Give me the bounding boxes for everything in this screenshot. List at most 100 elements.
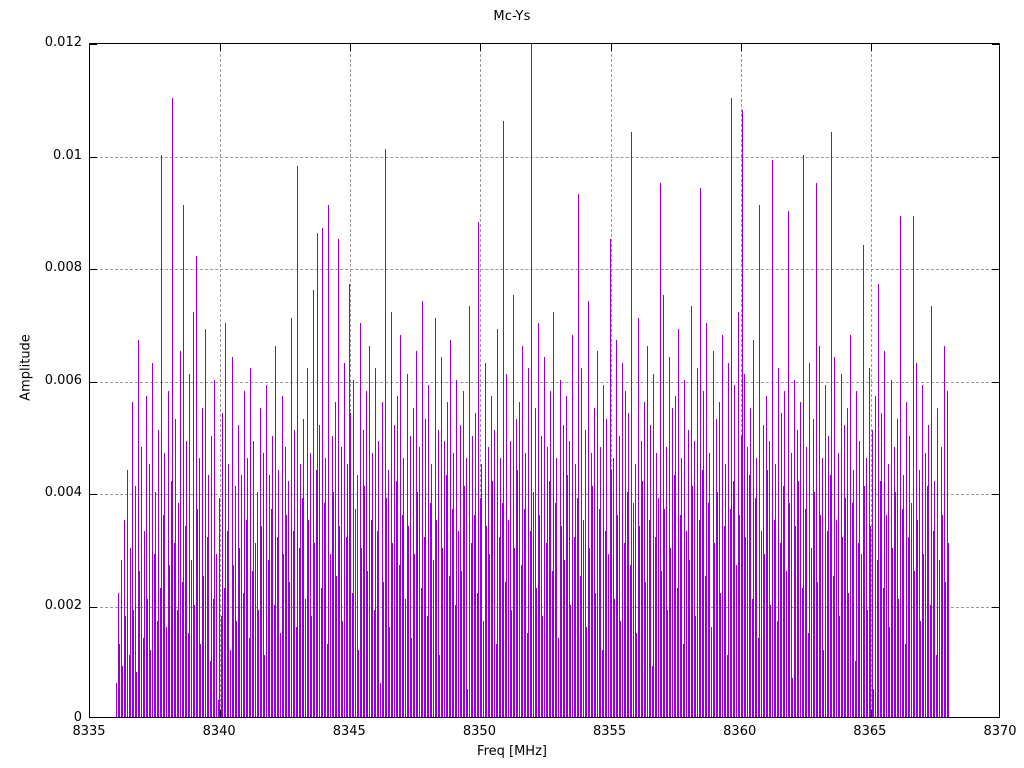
spectrum-impulse (752, 598, 753, 717)
spectrum-impulse (816, 182, 817, 717)
spectrum-impulse (581, 368, 582, 717)
spectrum-impulse (825, 385, 826, 717)
spectrum-impulse (241, 475, 242, 717)
spectrum-impulse (822, 458, 823, 717)
spectrum-impulse (591, 452, 592, 717)
y-axis-tick (992, 381, 999, 383)
spectrum-impulse (645, 582, 646, 717)
spectrum-impulse (939, 559, 940, 717)
spectrum-impulse (421, 587, 422, 717)
spectrum-impulse (291, 317, 292, 717)
y-axis-tick (90, 494, 97, 495)
spectrum-impulse (775, 463, 776, 717)
spectrum-impulse (636, 632, 637, 717)
spectrum-impulse (510, 441, 511, 717)
spectrum-impulse (450, 340, 451, 717)
spectrum-impulse (700, 188, 701, 717)
x-tick-label: 8365 (853, 724, 887, 739)
spectrum-impulse (738, 312, 739, 717)
spectrum-impulse (861, 553, 862, 717)
spectrum-impulse (923, 553, 924, 717)
spectrum-impulse (750, 407, 751, 717)
spectrum-impulse (566, 396, 567, 717)
spectrum-impulse (734, 385, 735, 717)
spectrum-impulse (413, 407, 414, 717)
spectrum-impulse (828, 435, 829, 717)
spectrum-impulse (488, 447, 489, 717)
spectrum-impulse (327, 643, 328, 717)
spectrum-impulse (833, 576, 834, 717)
y-tick-label: 0.006 (44, 372, 82, 388)
spectrum-impulse (564, 559, 565, 717)
spectrum-impulse (211, 435, 212, 717)
spectrum-impulse (363, 430, 364, 717)
spectrum-impulse (670, 548, 671, 717)
spectrum-impulse (911, 503, 912, 717)
spectrum-impulse (695, 615, 696, 717)
spectrum-impulse (219, 497, 220, 717)
y-axis-tick (90, 44, 97, 45)
spectrum-impulse (656, 452, 657, 717)
spectrum-impulse (324, 503, 325, 717)
spectrum-impulse (172, 98, 173, 717)
spectrum-impulse (266, 385, 267, 717)
spectrum-impulse (658, 497, 659, 717)
spectrum-impulse (820, 514, 821, 717)
spectrum-impulse (909, 435, 910, 717)
spectrum-impulse (138, 340, 139, 717)
spectrum-impulse (313, 289, 314, 717)
spectrum-impulse (724, 525, 725, 717)
spectrum-impulse (216, 553, 217, 717)
spectrum-impulse (639, 525, 640, 717)
x-axis-tick (870, 44, 872, 51)
spectrum-impulse (908, 537, 909, 717)
spectrum-impulse (672, 407, 673, 717)
spectrum-impulse (260, 407, 261, 717)
spectrum-impulse (452, 508, 453, 717)
spectrum-impulse (550, 390, 551, 717)
spectrum-impulse (852, 503, 853, 717)
spectrum-impulse (688, 430, 689, 717)
spectrum-impulse (439, 655, 440, 717)
spectrum-impulse (268, 559, 269, 717)
spectrum-impulse (542, 615, 543, 717)
spectrum-impulse (616, 340, 617, 717)
spectrum-impulse (884, 351, 885, 717)
spectrum-impulse (764, 553, 765, 717)
y-tick-label: 0.012 (44, 35, 82, 50)
y-axis-tick (992, 269, 999, 270)
spectrum-impulse (175, 418, 176, 717)
spectrum-impulse (403, 458, 404, 717)
spectrum-impulse (563, 424, 564, 717)
spectrum-impulse (920, 621, 921, 717)
spectrum-impulse (538, 323, 539, 717)
spectrum-impulse (660, 182, 661, 717)
spectrum-impulse (689, 559, 690, 717)
spectrum-impulse (755, 497, 756, 717)
spectrum-impulse (171, 480, 172, 717)
spectrum-impulse (842, 537, 843, 717)
spectrum-impulse (302, 497, 303, 717)
spectrum-impulse (353, 379, 354, 717)
spectrum-impulse (474, 514, 475, 717)
spectrum-impulse (460, 424, 461, 717)
spectrum-impulse (396, 480, 397, 717)
spectrum-impulse (377, 531, 378, 717)
y-axis-tick (90, 269, 97, 270)
spectrum-impulse (257, 492, 258, 717)
spectrum-impulse (322, 227, 323, 717)
spectrum-impulse (164, 452, 165, 717)
spectrum-impulse (858, 542, 859, 717)
spectrum-impulse (196, 255, 197, 717)
spectrum-impulse (770, 604, 771, 717)
spectrum-impulse (916, 362, 917, 717)
spectrum-impulse (594, 407, 595, 717)
spectrum-impulse (205, 328, 206, 717)
spectrum-impulse (853, 469, 854, 717)
spectrum-impulse (416, 351, 417, 717)
spectrum-series (90, 44, 999, 717)
spectrum-impulse (855, 660, 856, 717)
spectrum-impulse (367, 570, 368, 717)
spectrum-impulse (902, 508, 903, 717)
spectrum-impulse (684, 379, 685, 717)
